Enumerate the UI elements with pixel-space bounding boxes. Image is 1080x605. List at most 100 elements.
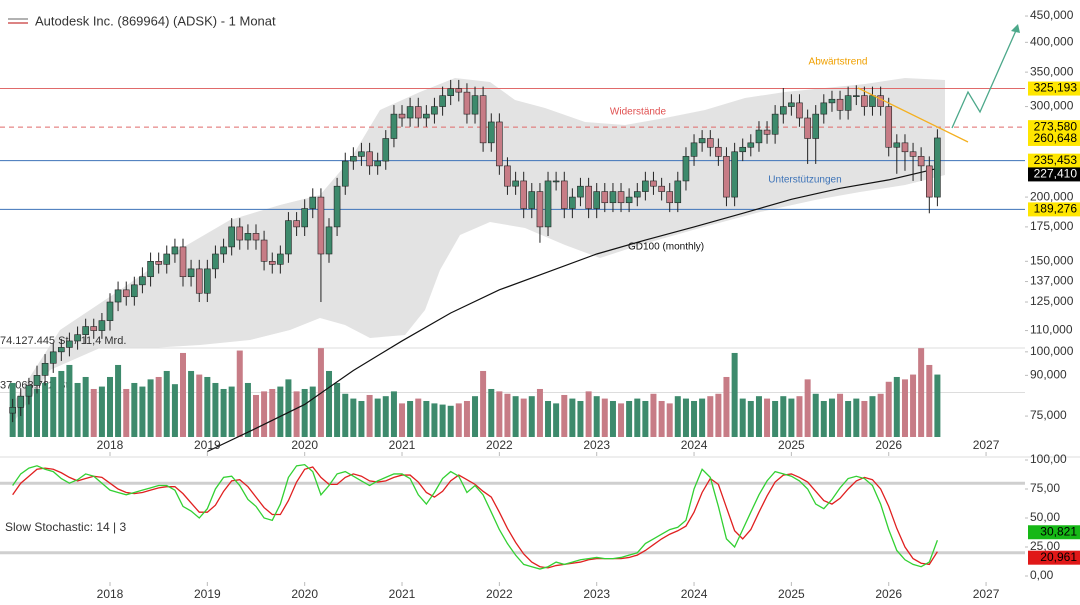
channel-band xyxy=(15,78,945,420)
candle-body xyxy=(780,106,787,115)
chart-title: Autodesk Inc. (869964) (ADSK) - 1 Monat xyxy=(35,13,276,28)
volume-bar xyxy=(407,400,414,437)
y-tick-label: 0,00 xyxy=(1030,568,1054,582)
y-tick-label: 100,00 xyxy=(1030,452,1067,466)
candle-body xyxy=(66,340,73,348)
candle-body xyxy=(625,196,633,204)
candle-body xyxy=(520,180,527,209)
candle-body xyxy=(504,165,511,187)
volume-bar xyxy=(42,382,49,437)
volume-bar xyxy=(220,388,227,437)
candle-body xyxy=(836,98,844,111)
volume-bar xyxy=(666,403,673,437)
volume-bar xyxy=(626,400,633,437)
candle-body xyxy=(455,88,463,93)
volume-bar xyxy=(334,382,341,437)
volume-bar xyxy=(642,400,649,437)
candle-body xyxy=(244,233,252,241)
volume-bar xyxy=(585,391,592,437)
volume-bar xyxy=(772,400,779,437)
volume-bar xyxy=(569,398,576,437)
volume-bar xyxy=(715,393,722,437)
volume-ref-label: 74.127.445 St. / 11,4 Mrd. xyxy=(0,335,126,347)
x-tick-label: 2020 xyxy=(291,587,318,601)
candle-body xyxy=(236,226,244,241)
volume-bar xyxy=(50,376,57,437)
x-tick-label: 2021 xyxy=(389,438,416,452)
candle-body xyxy=(885,106,893,148)
volume-bar xyxy=(309,386,316,437)
volume-bar xyxy=(755,396,762,437)
candle-body xyxy=(536,191,544,228)
annotation: Unterstützungen xyxy=(768,175,841,186)
volume-bar xyxy=(115,364,122,437)
volume-bar xyxy=(163,370,170,437)
y-tick-label: 110,000 xyxy=(1030,323,1073,337)
candle-body xyxy=(828,98,836,104)
candle-body xyxy=(114,289,122,303)
x-tick-label: 2027 xyxy=(973,587,1000,601)
candle-body xyxy=(195,268,203,294)
candle-body xyxy=(666,191,674,204)
price-label-box xyxy=(1028,525,1080,540)
volume-bar xyxy=(520,398,527,437)
candle-body xyxy=(658,185,665,192)
volume-bar xyxy=(788,398,795,437)
y-tick-label: 100,000 xyxy=(1030,344,1074,358)
volume-bar xyxy=(366,394,373,437)
volume-bar xyxy=(285,379,292,437)
y-tick-label: 137,000 xyxy=(1030,274,1074,288)
candle-body xyxy=(512,180,519,187)
candle-body xyxy=(333,185,341,228)
candle-body xyxy=(585,185,592,209)
x-tick-label: 2025 xyxy=(778,587,805,601)
volume-bar xyxy=(674,396,681,437)
volume-bar xyxy=(845,400,852,437)
candle-body xyxy=(163,253,171,265)
x-tick-label: 2026 xyxy=(875,438,902,452)
volume-bar xyxy=(98,386,105,437)
candle-body xyxy=(366,151,373,167)
candle-body xyxy=(74,334,81,342)
candle-body xyxy=(260,239,268,262)
candle-body xyxy=(650,180,657,187)
candle-body xyxy=(122,289,130,298)
volume-bar xyxy=(901,379,908,437)
candle-body xyxy=(406,106,414,119)
volume-bar xyxy=(877,393,884,437)
candle-body xyxy=(739,146,747,153)
volume-bar xyxy=(747,400,754,437)
annotation: Widerstände xyxy=(610,107,667,118)
volume-bar xyxy=(910,374,917,437)
volume-bar xyxy=(488,388,495,437)
candle-body xyxy=(706,138,714,148)
candle-body xyxy=(926,165,933,198)
volume-bar xyxy=(577,400,584,437)
volume-bar xyxy=(236,350,243,437)
volume-bar xyxy=(350,398,357,437)
candle-body xyxy=(341,160,349,187)
volume-bar xyxy=(512,396,519,437)
volume-bar xyxy=(553,403,560,437)
volume-bar xyxy=(853,398,860,437)
volume-bar xyxy=(455,403,462,437)
volume-bar xyxy=(66,364,73,437)
candle-body xyxy=(171,246,179,255)
gd100-label: GD100 (monthly) xyxy=(628,242,704,253)
price-label: 189,276 xyxy=(1034,202,1078,216)
volume-bar xyxy=(496,391,503,437)
candle-body xyxy=(228,226,235,248)
volume-bar xyxy=(82,376,89,437)
x-tick-label: 2022 xyxy=(486,438,513,452)
candle-body xyxy=(277,253,284,265)
candle-body xyxy=(309,196,317,209)
volume-bar xyxy=(382,396,389,437)
projection-arrow xyxy=(951,25,1019,129)
x-tick-label: 2024 xyxy=(681,438,708,452)
candle-body xyxy=(544,180,552,228)
candle-body xyxy=(844,95,852,111)
volume-bar xyxy=(25,394,32,437)
candle-body xyxy=(796,102,803,119)
volume-bar xyxy=(812,393,819,437)
candle-body xyxy=(350,156,357,162)
